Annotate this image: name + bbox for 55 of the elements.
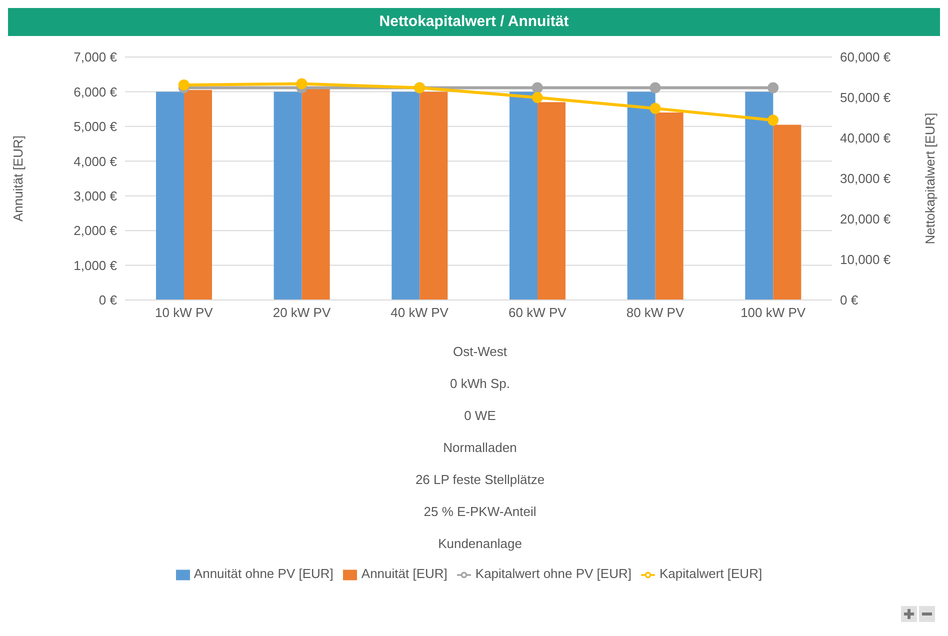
x-tick-label: 60 kW PV <box>508 305 567 320</box>
y-tick-label: 3,000 € <box>74 188 118 204</box>
bar <box>538 102 566 300</box>
bar <box>745 92 774 300</box>
bar <box>655 112 684 300</box>
y-tick-label: 1,000 € <box>74 258 118 273</box>
text: 0 WE <box>463 408 497 423</box>
legend-label: Annuität ohne PV [EUR] <box>194 566 334 581</box>
text: Ost-West <box>452 344 508 359</box>
x-tick-label: 40 kW PV <box>390 305 449 320</box>
point <box>650 102 661 114</box>
text: 0 kWh Sp. <box>449 376 511 391</box>
y-tick-label: 6,000 € <box>74 84 118 100</box>
bar <box>773 124 802 300</box>
x-tick-label: 100 kW PV <box>740 305 806 320</box>
bar <box>627 92 656 300</box>
y2-tick-label: 30,000 € <box>840 171 892 186</box>
point <box>650 82 661 94</box>
point <box>532 82 543 94</box>
y-tick-label: 7,000 € <box>74 50 118 65</box>
chart-title: Nettokapitalwert / Annuität <box>8 8 940 36</box>
y2-tick-label: 40,000 € <box>840 130 892 146</box>
y-tick-label: 4,000 € <box>74 154 118 169</box>
bar <box>510 92 538 300</box>
y2-axis-title: Nettokapitalwert [EUR] <box>922 112 938 244</box>
y2-tick-label: 50,000 € <box>840 90 892 106</box>
legend-label: Kapitalwert ohne PV [EUR] <box>475 566 632 581</box>
text: Normalladen <box>442 440 518 455</box>
y-tick-label: 0 € <box>98 292 118 308</box>
text: 26 LP feste Stellplätze <box>414 472 546 487</box>
y2-tick-label: 10,000 € <box>840 252 892 268</box>
point <box>768 114 779 126</box>
bar <box>302 88 330 300</box>
legend-label: Annuität [EUR] <box>361 566 448 581</box>
bar <box>184 90 212 300</box>
y-tick-label: 5,000 € <box>74 119 118 134</box>
point <box>296 78 308 90</box>
bar <box>274 92 302 300</box>
point <box>178 79 190 90</box>
text: Kundenanlage <box>437 536 523 551</box>
point <box>532 92 543 103</box>
y2-tick-label: 60,000 € <box>840 50 892 65</box>
y-tick-label: 2,000 € <box>74 223 118 238</box>
bar <box>420 92 448 300</box>
y-axis-title: Annuität [EUR] <box>10 136 26 222</box>
y2-tick-label: 20,000 € <box>840 212 892 227</box>
point <box>768 82 779 94</box>
bar <box>156 92 184 300</box>
text: 25 % E-PKW-Anteil <box>422 504 538 519</box>
x-tick-label: 20 kW PV <box>272 305 331 320</box>
x-tick-label: 80 kW PV <box>626 305 684 320</box>
y2-tick-label: 0 € <box>840 292 859 308</box>
bar <box>392 92 420 300</box>
x-tick-label: 10 kW PV <box>155 305 214 320</box>
legend-label: Kapitalwert [EUR] <box>659 566 762 581</box>
